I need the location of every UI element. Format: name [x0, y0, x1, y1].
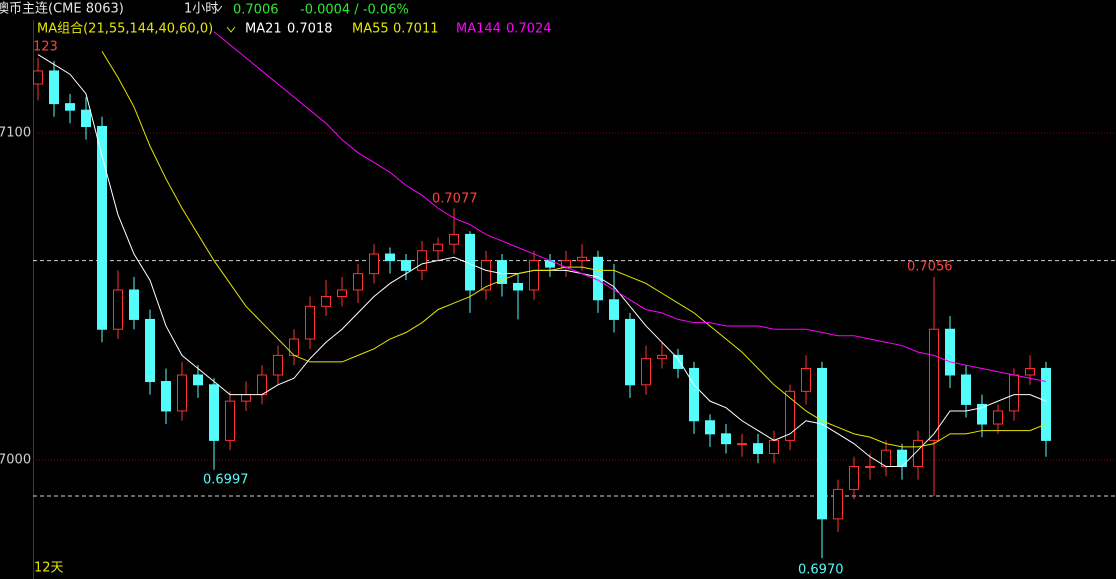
candle-body [865, 466, 875, 469]
ma-line [213, 31, 1047, 383]
candle-body [113, 289, 123, 330]
candle-body [993, 410, 1003, 425]
candle-body [241, 394, 251, 402]
candle-body [129, 289, 139, 320]
candle-body [289, 338, 299, 356]
candle-body [977, 403, 987, 425]
candle-body [1009, 374, 1019, 412]
candle-body [33, 70, 43, 85]
candle-body [273, 354, 283, 376]
legend-value: 0.7011 [393, 22, 439, 37]
legend-name: MA55 [352, 22, 389, 37]
candle-body [449, 233, 459, 245]
candle-body [673, 354, 683, 369]
candle-body [641, 358, 651, 386]
candle-body [177, 374, 187, 412]
instrument[interactable]: 澳币主连(CME 8063) [0, 1, 124, 17]
candle-body [961, 374, 971, 405]
candle-body [65, 103, 75, 111]
candle-body [481, 260, 491, 291]
candle-body [97, 126, 107, 330]
y-tick-label: 7000 [0, 452, 31, 467]
candle-body [257, 374, 267, 396]
candle-body [497, 260, 507, 284]
candle-body [49, 70, 59, 105]
candle-body [753, 443, 763, 454]
candle-body [193, 374, 203, 386]
candle-body [401, 260, 411, 271]
candle-body [929, 328, 939, 441]
candle-body [625, 318, 635, 386]
price-annotation: 123 [33, 40, 58, 55]
candle-body [417, 250, 427, 271]
candle-body [1041, 367, 1051, 441]
candle-body [833, 488, 843, 520]
candle-body [817, 367, 827, 520]
candle-body [913, 439, 923, 468]
legend-name: MA144 [456, 22, 501, 37]
candle-body [785, 390, 795, 441]
last-price: 0.7006 [233, 3, 279, 18]
price-annotation: 0.7077 [432, 192, 478, 207]
candle-body [801, 367, 811, 392]
candle-body [721, 433, 731, 445]
candle-body [529, 260, 539, 291]
candle-body [353, 273, 363, 291]
candle-body [705, 420, 715, 435]
legend-name: MA21 [245, 22, 282, 37]
indicator-chevron[interactable] [226, 26, 236, 33]
period-chevron[interactable] [213, 5, 223, 12]
candle-body [305, 305, 315, 340]
candle-body [161, 381, 171, 412]
price-annotation: 0.7056 [907, 260, 953, 275]
candle-body [433, 243, 443, 252]
candle-body [769, 439, 779, 454]
candle-body [657, 354, 667, 360]
price-annotation: 0.6970 [798, 563, 844, 578]
candle-body [369, 253, 379, 275]
candle-body [145, 318, 155, 383]
candle-body [737, 443, 747, 446]
legend-value: 0.7024 [506, 22, 552, 37]
candle-body [321, 296, 331, 307]
candle-body [225, 400, 235, 441]
candle-body [689, 367, 699, 422]
candle-body [577, 256, 587, 262]
candle-body [337, 289, 347, 298]
indicator-name[interactable]: MA组合(21,55,144,40,60,0) [37, 22, 213, 37]
candle-body [897, 449, 907, 468]
legend-value: 0.7018 [287, 22, 333, 37]
period[interactable]: 1小时 [184, 2, 218, 17]
candle-body [81, 109, 91, 128]
candle-body [385, 253, 395, 262]
candle-body [513, 282, 523, 291]
candle-body [945, 328, 955, 376]
candle-body [609, 299, 619, 320]
candle-body [1025, 367, 1035, 376]
y-tick-label: 7100 [0, 126, 31, 141]
ma-line [101, 51, 1047, 448]
price-change: -0.0004 / -0.06% [300, 3, 409, 18]
range-label: 12天 [34, 561, 64, 576]
candle-body [849, 466, 859, 490]
candle-body [209, 384, 219, 441]
price-annotation: 0.6997 [203, 473, 249, 488]
